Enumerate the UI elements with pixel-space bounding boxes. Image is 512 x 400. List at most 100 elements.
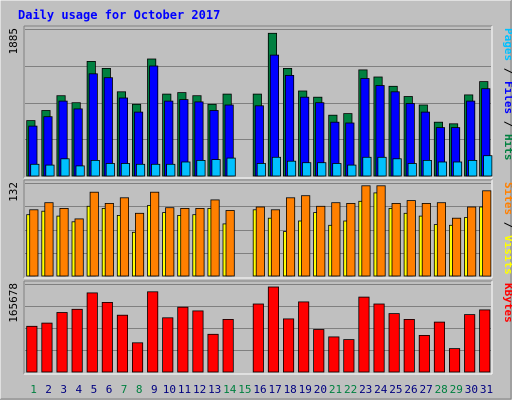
bar-kbytes-day-21 [328, 336, 340, 373]
panels: 1885 Pages / Files / Hits 132 Sites / Visit… [7, 25, 512, 375]
bar-sites-day-13 [210, 199, 220, 277]
bar-pages-day-13 [211, 159, 221, 177]
panel-kbytes: 165678 KBytes [7, 280, 512, 375]
bar-sites-day-6 [104, 202, 114, 277]
bar-kbytes-day-10 [162, 317, 174, 373]
bar-pages-day-25 [392, 158, 402, 177]
bar-pages-day-7 [120, 163, 131, 177]
bar-kbytes-day-20 [313, 329, 325, 373]
day-label-10: 10 [163, 383, 176, 396]
bar-pages-day-31 [483, 155, 493, 177]
day-label-1: 1 [30, 383, 37, 396]
series-pages [30, 155, 493, 177]
bar-sites-day-4 [74, 218, 84, 277]
day-label-9: 9 [151, 383, 158, 396]
bar-pages-day-11 [181, 161, 191, 177]
bar-kbytes-day-24 [373, 303, 385, 373]
day-label-17: 17 [268, 383, 281, 396]
legend-segment: / [502, 215, 512, 235]
day-label-21: 21 [329, 383, 342, 396]
bar-pages-day-26 [407, 163, 417, 177]
day-label-16: 16 [253, 383, 266, 396]
legend-segment: Hits [502, 134, 512, 161]
bar-pages-day-4 [75, 165, 85, 177]
bar-kbytes-day-2 [41, 322, 53, 373]
bar-kbytes-day-9 [147, 291, 159, 373]
day-label-8: 8 [136, 383, 143, 396]
series-legend: Pages / Files / Hits [502, 28, 512, 161]
day-label-29: 29 [450, 383, 463, 396]
bar-sites-day-28 [436, 202, 446, 277]
bar-sites-day-2 [44, 202, 54, 277]
bar-pages-day-28 [437, 161, 447, 177]
bar-pages-day-18 [286, 160, 297, 177]
bar-files-day-9 [149, 65, 159, 177]
series-legend: KBytes [502, 283, 512, 323]
bar-sites-day-16 [255, 206, 265, 277]
bar-kbytes-day-11 [177, 306, 189, 373]
bar-pages-day-14 [226, 157, 236, 177]
day-label-31: 31 [480, 383, 493, 396]
bar-sites-day-27 [421, 202, 431, 277]
series-legend: Sites / Visits [502, 182, 512, 275]
bar-pages-day-3 [60, 158, 70, 177]
y-max-label: 1885 [7, 28, 20, 55]
bar-files-day-6 [103, 77, 113, 177]
bar-kbytes-day-22 [343, 339, 355, 373]
series-kbytes [26, 286, 491, 373]
bar-sites-day-21 [331, 202, 341, 277]
bar-pages-day-30 [468, 159, 478, 177]
bar-pages-day-10 [166, 163, 176, 177]
bar-sites-day-5 [89, 191, 99, 277]
bar-sites-day-10 [165, 207, 175, 277]
bar-kbytes-day-27 [418, 334, 430, 373]
bar-pages-day-21 [332, 163, 342, 177]
bar-sites-day-23 [361, 185, 371, 277]
bar-kbytes-day-4 [71, 308, 83, 373]
day-label-7: 7 [121, 383, 128, 396]
day-label-11: 11 [178, 383, 191, 396]
bar-pages-day-22 [347, 164, 357, 177]
bar-pages-day-1 [30, 163, 40, 177]
bar-kbytes-day-31 [479, 309, 491, 373]
bar-sites-day-25 [391, 202, 401, 277]
bar-pages-day-24 [377, 156, 387, 177]
bar-sites-day-11 [180, 207, 190, 277]
bar-kbytes-day-7 [116, 314, 129, 373]
bar-pages-day-2 [45, 164, 55, 177]
bar-pages-day-29 [452, 161, 463, 177]
bar-kbytes-day-8 [131, 342, 144, 373]
day-label-25: 25 [389, 383, 402, 396]
bar-sites-day-3 [59, 207, 69, 277]
bar-sites-day-20 [316, 205, 326, 277]
day-label-2: 2 [45, 383, 52, 396]
bar-kbytes-day-26 [403, 318, 415, 373]
day-label-3: 3 [60, 383, 67, 396]
series-sites [29, 185, 492, 277]
bar-kbytes-day-12 [192, 310, 204, 373]
day-label-30: 30 [465, 383, 478, 396]
day-label-28: 28 [435, 383, 448, 396]
bar-pages-day-17 [271, 156, 281, 177]
bar-kbytes-day-19 [298, 301, 310, 373]
bar-pages-day-8 [135, 163, 146, 177]
bar-kbytes-day-23 [358, 296, 370, 373]
bar-sites-day-1 [29, 209, 39, 277]
chart-title: Daily usage for October 2017 [18, 8, 220, 22]
bar-sites-day-22 [346, 202, 356, 277]
day-label-4: 4 [75, 383, 82, 396]
legend-segment: Files [502, 81, 512, 114]
bar-sites-day-26 [406, 200, 416, 277]
day-label-14: 14 [223, 383, 237, 396]
bar-sites-day-7 [119, 197, 130, 277]
day-label-20: 20 [314, 383, 327, 396]
bar-kbytes-day-1 [26, 325, 38, 373]
bar-kbytes-day-17 [267, 286, 279, 373]
panel-visits: 132 Sites / Visits [7, 179, 512, 279]
bar-sites-day-14 [225, 210, 235, 277]
y-max-label: 132 [7, 182, 20, 202]
panel-requests: 1885 Pages / Files / Hits [7, 25, 512, 179]
day-label-6: 6 [106, 383, 113, 396]
bar-pages-day-27 [422, 159, 432, 177]
